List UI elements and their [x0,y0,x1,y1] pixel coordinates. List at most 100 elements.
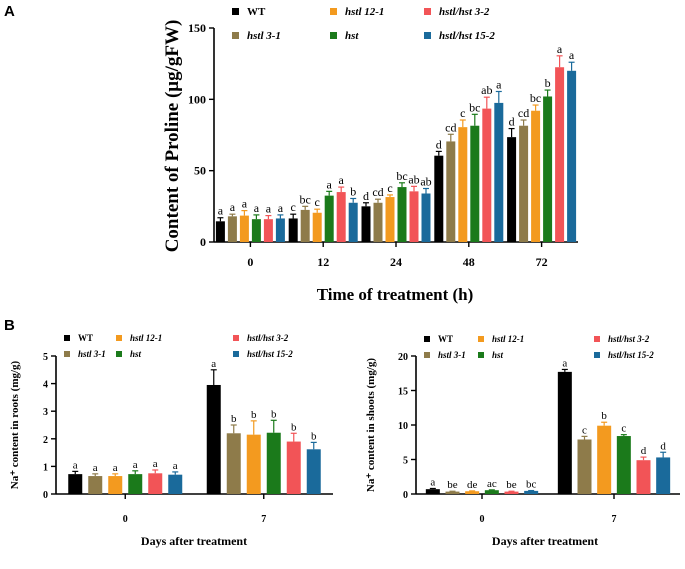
bar-hstl-hst-3-2 [286,441,301,494]
legend-swatch [64,351,70,357]
significance-label: cd [518,106,529,120]
bar-hstl-3-1 [445,491,460,494]
x-tick-label: 0 [247,255,253,269]
panel-label-a: A [4,3,15,20]
significance-label: a [278,201,284,215]
bar-hstl-hst-15-2 [656,457,671,494]
significance-label: d [660,440,666,452]
bar-hst [324,195,334,242]
significance-label: d [641,445,647,457]
significance-label: a [211,358,216,370]
bar-hst [543,96,553,242]
y-tick-label: 4 [43,380,48,391]
bar-hstl-12-1 [239,215,249,242]
bar-hstl-hst-15-2 [494,102,504,243]
significance-label: cd [372,185,383,199]
legend-label: hstl/hst 15-2 [608,350,654,360]
significance-label: bc [300,192,311,206]
legend-label: WT [78,333,93,343]
bar-wt [361,206,371,242]
bar-hstl-3-1 [227,216,237,242]
significance-label: b [350,184,356,198]
y-tick-label: 0 [403,490,408,501]
significance-label: bc [526,479,537,491]
significance-label: a [73,459,78,471]
bar-wt [206,384,221,494]
y-tick-label: 3 [43,407,48,418]
legend-label: hstl 3-1 [78,349,106,359]
legend-label: hst [345,30,359,42]
bar-hstl-12-1 [312,212,322,242]
legend-label: hstl/hst 3-2 [608,334,650,344]
x-tick-label: 72 [536,255,548,269]
bar-hstl-3-1 [577,439,592,494]
significance-label: b [601,410,607,422]
legend-swatch [64,335,70,341]
legend-swatch [233,335,239,341]
bar-hstl-hst-15-2 [306,449,321,494]
significance-label: b [311,430,317,442]
bar-wt [425,489,440,494]
significance-label: b [545,76,551,90]
significance-label: d [363,189,369,203]
significance-label: a [557,42,563,56]
significance-label: c [582,424,587,436]
bar-hstl-12-1 [597,425,612,494]
bar-wt [68,474,83,494]
significance-label: b [231,413,237,425]
bar-hstl-3-1 [519,125,529,242]
significance-label: a [218,204,224,218]
bar-hstl-12-1 [531,110,541,242]
bar-hstl-3-1 [373,202,383,242]
significance-label: bc [530,91,541,105]
bar-hstl-3-1 [446,141,456,242]
bar-hstl-12-1 [458,127,468,242]
bar-hst [251,219,261,242]
legend-label: WT [247,6,266,18]
y-tick-label: 20 [398,352,408,363]
legend-swatch [594,352,600,358]
legend-swatch [233,351,239,357]
significance-label: a [153,458,158,470]
legend-label: hstl/hst 3-2 [247,333,289,343]
significance-label: ab [420,175,431,189]
legend-swatch [478,336,484,342]
y-tick-label: 0 [200,235,206,249]
legend-swatch [330,32,337,39]
significance-label: a [133,459,138,471]
bar-wt [288,218,298,242]
significance-label: c [315,195,320,209]
legend-swatch [232,32,239,39]
roots-sodium-chart: 0 1 2 3 4 5 0 a a a a a a 7 a b b b b b Days after treatment… [9,333,333,548]
x-tick-label: 12 [317,255,329,269]
legend-swatch [330,8,337,15]
significance-label: b [291,421,297,433]
legend-label: hstl 3-1 [247,30,281,42]
significance-label: a [93,462,98,474]
legend-label: hstl 12-1 [130,333,162,343]
significance-label: c [387,181,392,195]
y-tick-label: 50 [194,164,206,178]
bar-hstl-hst-3-2 [148,473,163,494]
significance-label: de [467,479,478,491]
bar-hstl-hst-3-2 [636,460,651,494]
legend-label: hst [130,349,142,359]
bar-hst [128,474,143,494]
bar-hstl-hst-3-2 [504,491,519,494]
significance-label: c [460,106,465,120]
legend-swatch [424,352,430,358]
y-tick-label: 10 [398,421,408,432]
legend-swatch [424,8,431,15]
bar-wt [507,137,517,242]
x-axis-title: Days after treatment [492,534,598,548]
x-tick-label: 7 [261,514,266,525]
legend-swatch [116,335,122,341]
y-tick-label: 15 [398,387,408,398]
significance-label: bc [469,100,480,114]
significance-label: a [230,200,236,214]
bar-hstl-12-1 [465,491,480,494]
significance-label: a [254,201,260,215]
bar-hstl-hst-15-2 [168,474,183,494]
x-axis-title: Time of treatment (h) [317,285,474,304]
